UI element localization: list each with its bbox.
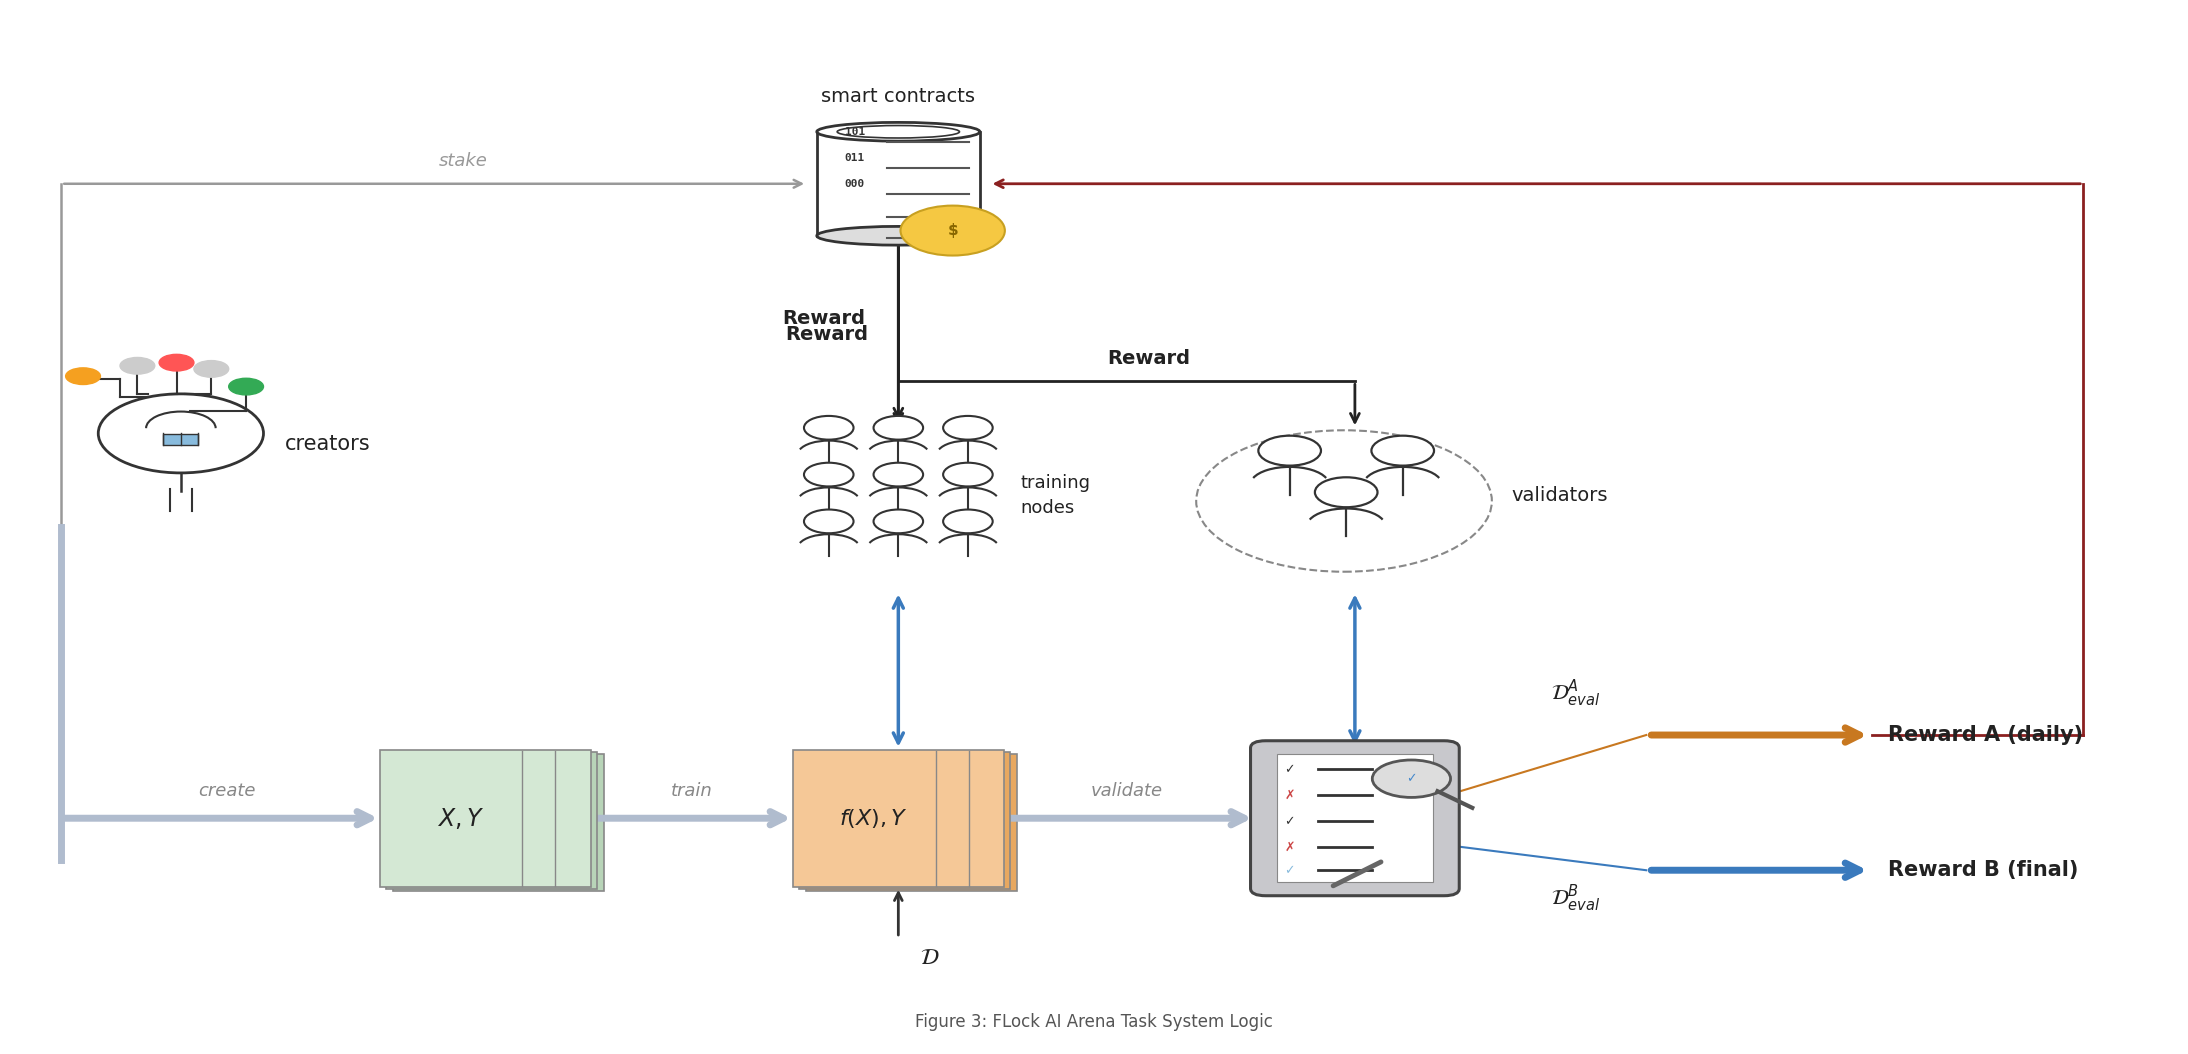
Text: Reward: Reward	[1107, 349, 1190, 368]
FancyBboxPatch shape	[792, 749, 1004, 886]
Text: 011: 011	[845, 153, 864, 162]
Circle shape	[873, 416, 923, 440]
Text: ✓: ✓	[1284, 863, 1295, 877]
Circle shape	[803, 416, 853, 440]
Circle shape	[160, 354, 195, 371]
Text: 000: 000	[845, 179, 864, 189]
Circle shape	[1372, 435, 1433, 466]
Text: $\mathcal{D}$: $\mathcal{D}$	[921, 949, 939, 969]
Text: validate: validate	[1090, 781, 1162, 800]
Text: training
nodes: training nodes	[1020, 474, 1090, 518]
Text: $\mathcal{D}_{eval}^{A}$: $\mathcal{D}_{eval}^{A}$	[1551, 678, 1599, 709]
Circle shape	[1315, 477, 1378, 507]
Circle shape	[195, 360, 230, 377]
Circle shape	[901, 206, 1004, 255]
FancyBboxPatch shape	[1252, 741, 1459, 896]
Ellipse shape	[816, 227, 980, 246]
Circle shape	[803, 463, 853, 487]
Text: $\mathcal{D}_{eval}^{B}$: $\mathcal{D}_{eval}^{B}$	[1551, 882, 1599, 914]
Text: Reward B (final): Reward B (final)	[1888, 860, 2079, 880]
Circle shape	[1372, 760, 1451, 798]
Circle shape	[120, 357, 155, 374]
Text: ✓: ✓	[1284, 763, 1295, 776]
Circle shape	[943, 509, 993, 533]
Circle shape	[803, 509, 853, 533]
FancyBboxPatch shape	[799, 752, 1011, 889]
Text: ✓: ✓	[1284, 815, 1295, 827]
Text: train: train	[672, 781, 713, 800]
FancyBboxPatch shape	[381, 749, 591, 886]
Text: stake: stake	[440, 152, 488, 171]
Circle shape	[1258, 435, 1322, 466]
Text: Reward: Reward	[785, 325, 869, 344]
Text: Figure 3: FLock AI Arena Task System Logic: Figure 3: FLock AI Arena Task System Log…	[915, 1014, 1273, 1032]
Circle shape	[873, 463, 923, 487]
Text: create: create	[199, 781, 256, 800]
Text: $: $	[947, 223, 958, 238]
Ellipse shape	[816, 122, 980, 141]
Text: creators: creators	[284, 434, 370, 454]
FancyBboxPatch shape	[387, 752, 597, 889]
Text: 101: 101	[845, 126, 864, 137]
Text: ✗: ✗	[1284, 788, 1295, 802]
Text: smart contracts: smart contracts	[820, 86, 976, 105]
Text: validators: validators	[1512, 486, 1608, 505]
Circle shape	[873, 509, 923, 533]
FancyBboxPatch shape	[816, 132, 980, 236]
Circle shape	[230, 378, 263, 395]
FancyBboxPatch shape	[394, 754, 604, 891]
Circle shape	[943, 463, 993, 487]
FancyBboxPatch shape	[164, 434, 199, 445]
Text: Reward: Reward	[783, 310, 866, 329]
Text: $f(X),Y$: $f(X),Y$	[840, 806, 908, 829]
Text: Reward A (daily): Reward A (daily)	[1888, 725, 2083, 745]
Circle shape	[943, 416, 993, 440]
FancyBboxPatch shape	[1276, 755, 1433, 882]
FancyBboxPatch shape	[805, 754, 1017, 891]
Circle shape	[66, 368, 101, 385]
Text: ✗: ✗	[1284, 841, 1295, 854]
Text: $X,Y$: $X,Y$	[438, 805, 484, 831]
Circle shape	[98, 394, 263, 473]
Text: ✓: ✓	[1407, 773, 1416, 785]
